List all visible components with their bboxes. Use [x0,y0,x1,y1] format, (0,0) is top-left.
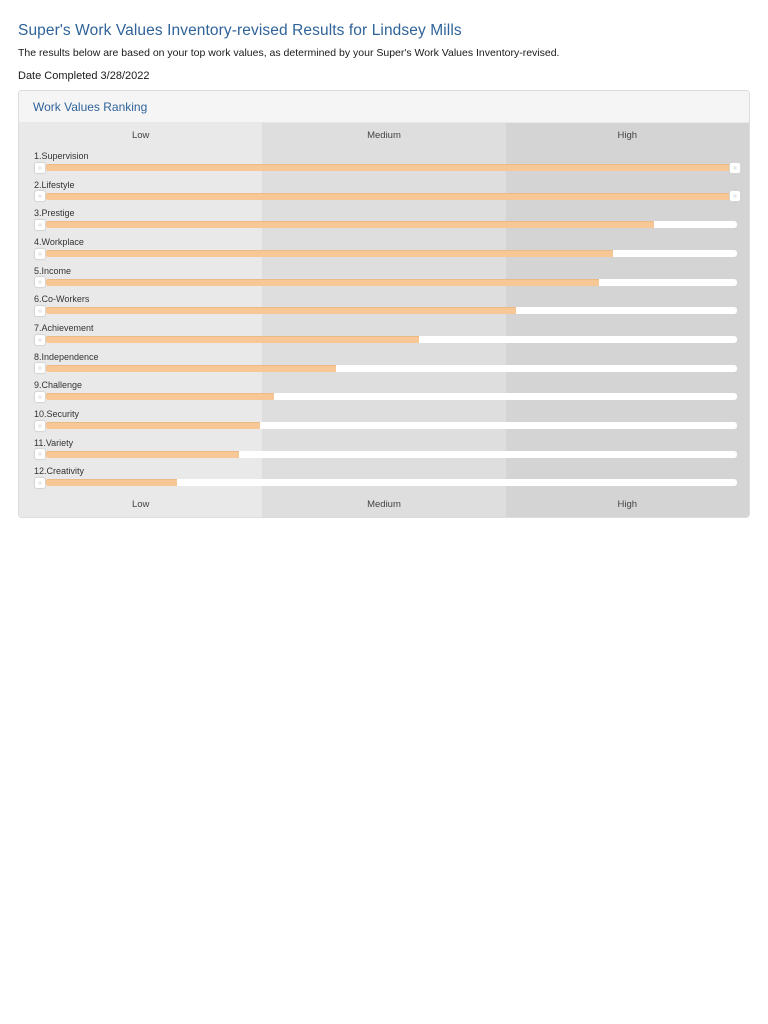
slider-track[interactable] [34,422,737,430]
axis-header-row: Low Medium High [19,123,749,148]
slider-track[interactable] [34,393,737,401]
slider-handle-start[interactable] [34,390,46,403]
work-value-slider [19,419,749,433]
work-value-slider [19,390,749,404]
slider-fill [46,422,261,430]
work-value-row: 6.Co-Workers [19,291,749,320]
work-value-row: 12.Creativity [19,463,749,492]
work-value-label: 9.Challenge [34,380,83,391]
work-value-label: 10.Security [34,409,80,420]
date-completed: Date Completed 3/28/2022 [18,70,150,82]
work-values-chart: Low Medium High 1.Supervision 2.Lifestyl… [19,123,749,517]
work-value-label: 6.Co-Workers [34,294,90,305]
slider-handle-start[interactable] [34,190,46,203]
work-value-label: 2.Lifestyle [34,179,75,190]
work-value-slider [19,161,749,175]
page-title: Super's Work Values Inventory-revised Re… [18,22,462,39]
axis-label-low: Low [131,130,150,141]
slider-handle-start[interactable] [34,218,46,231]
slider-fill [46,336,420,344]
work-value-rows: 1.Supervision 2.Lifestyle 3.Prestige 4.W… [19,148,749,492]
work-value-row: 1.Supervision [19,148,749,177]
slider-track[interactable] [34,479,737,487]
slider-handle-start[interactable] [34,304,46,317]
work-value-label: 12.Creativity [34,466,85,477]
axis-label-medium: Medium [367,499,401,510]
work-value-row: 4.Workplace [19,234,749,263]
work-value-row: 8.Independence [19,349,749,378]
work-value-row: 3.Prestige [19,205,749,234]
panel-title: Work Values Ranking [33,100,148,114]
work-value-label: 8.Independence [34,351,99,362]
slider-handle-start[interactable] [34,476,46,489]
work-value-row: 5.Income [19,263,749,292]
slider-fill [46,364,337,372]
work-value-slider [19,247,749,261]
work-value-row: 11.Variety [19,435,749,464]
work-value-slider [19,276,749,290]
work-value-label: 4.Workplace [34,237,84,248]
work-value-label: 1.Supervision [34,151,89,161]
work-value-slider [19,333,749,347]
work-value-row: 9.Challenge [19,377,749,406]
work-value-slider [19,190,749,204]
slider-fill [46,278,599,286]
work-value-slider [19,476,749,490]
axis-label-high: High [617,499,638,510]
slider-handle-start[interactable] [34,448,46,461]
slider-track[interactable] [34,450,737,458]
work-values-panel: Work Values Ranking Low Medium High 1.Su… [18,90,750,518]
work-value-label: 7.Achievement [34,323,94,334]
work-value-slider [19,218,749,232]
work-value-label: 11.Variety [34,437,74,448]
slider-handle-start[interactable] [34,161,46,174]
work-value-label: 5.Income [34,265,72,276]
axis-label-high: High [617,130,638,141]
slider-track[interactable] [34,364,737,372]
slider-fill [46,221,655,229]
slider-handle-start[interactable] [34,247,46,260]
axis-label-low: Low [131,499,150,510]
slider-handle-start[interactable] [34,362,46,375]
axis-label-medium: Medium [367,130,401,141]
work-value-row: 2.Lifestyle [19,177,749,206]
work-value-slider [19,304,749,318]
results-page: Super's Work Values Inventory-revised Re… [18,22,750,518]
slider-fill [46,192,731,200]
axis-footer-row: Low Medium High [19,492,749,517]
slider-handle-start[interactable] [34,276,46,289]
slider-fill [46,164,731,171]
slider-handle-start[interactable] [34,419,46,432]
work-value-slider [19,448,749,462]
slider-fill [46,307,516,315]
slider-fill [46,479,178,487]
work-value-row: 10.Security [19,406,749,435]
work-value-row: 7.Achievement [19,320,749,349]
chart-zone-bands [19,123,749,517]
slider-handle-end[interactable] [729,190,741,203]
work-value-slider [19,362,749,376]
results-description: The results below are based on your top … [18,47,560,59]
work-value-label: 3.Prestige [34,208,75,219]
slider-fill [46,393,275,401]
slider-handle-start[interactable] [34,333,46,346]
slider-fill [46,450,240,458]
panel-heading: Work Values Ranking [19,91,749,123]
slider-fill [46,250,613,258]
slider-handle-end[interactable] [729,161,741,174]
